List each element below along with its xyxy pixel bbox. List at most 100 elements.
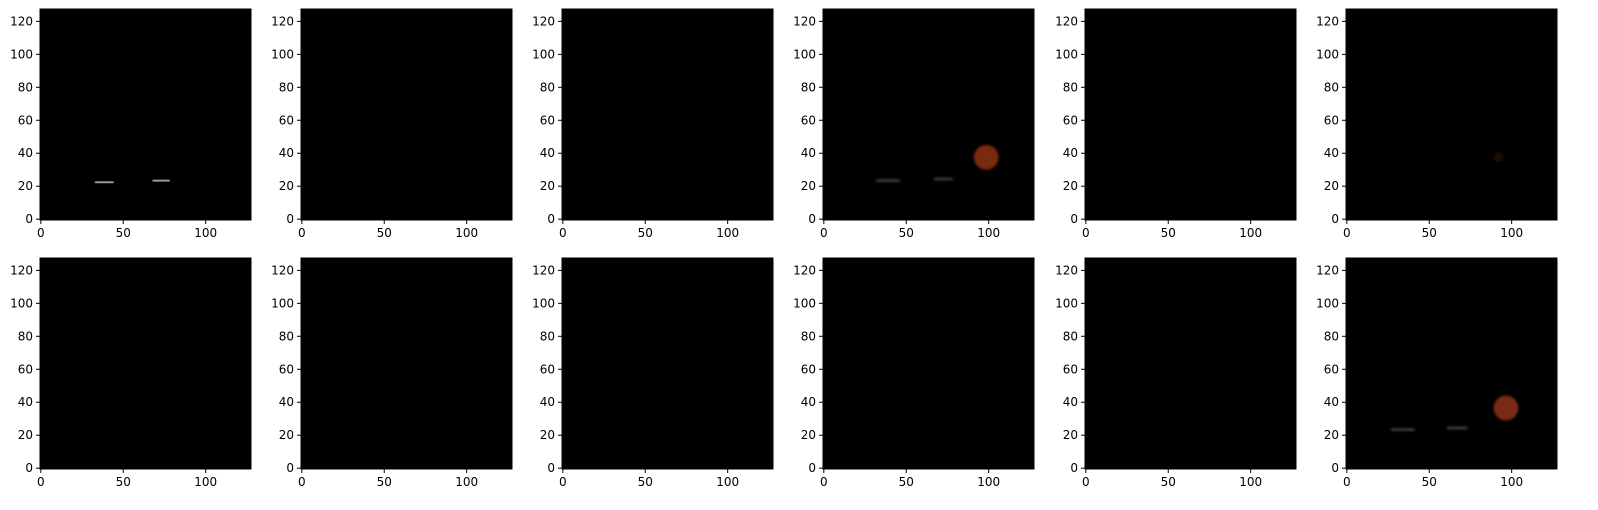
x-tick-label: 50	[1422, 475, 1437, 489]
x-tick-label: 0	[1343, 226, 1351, 240]
object-cylinder-rim	[152, 179, 171, 182]
y-tick-label: 40	[540, 395, 555, 409]
panel-objects	[1390, 395, 1519, 431]
x-tick-label: 50	[899, 475, 914, 489]
x-tick-label: 50	[638, 475, 653, 489]
panel-frame	[300, 257, 513, 470]
x-tick-label: 100	[455, 475, 478, 489]
y-tick-label: 40	[1324, 395, 1339, 409]
y-tick-label: 100	[10, 296, 33, 310]
panel-frame	[1084, 8, 1297, 221]
y-tick-label: 120	[1055, 263, 1078, 277]
y-tick-label: 100	[793, 47, 816, 61]
y-tick-label: 100	[1055, 296, 1078, 310]
x-tick-label: 100	[716, 475, 739, 489]
panel-image-background	[1085, 9, 1296, 220]
x-tick-label: 0	[1082, 475, 1090, 489]
x-tick-label: 0	[820, 226, 828, 240]
x-tick-label: 50	[377, 475, 392, 489]
x-tick-label: 0	[559, 475, 567, 489]
y-tick-label: 20	[1324, 428, 1339, 442]
object-blob	[1493, 152, 1504, 163]
y-tick-label: 80	[801, 80, 816, 94]
x-tick-label: 100	[977, 226, 1000, 240]
y-tick-label: 0	[25, 212, 33, 226]
panel-image-background	[40, 9, 251, 220]
panel-image-background	[562, 258, 773, 469]
panel-image-background	[301, 9, 512, 220]
y-tick-label: 60	[540, 362, 555, 376]
x-tick-label: 100	[1500, 475, 1523, 489]
panel-frame	[39, 8, 252, 221]
object-cylinder-rim	[94, 181, 115, 184]
y-tick-label: 100	[10, 47, 33, 61]
panel-objects	[875, 144, 999, 182]
y-tick-label: 100	[271, 47, 294, 61]
y-tick-label: 120	[10, 263, 33, 277]
x-tick-label: 0	[1343, 475, 1351, 489]
y-tick-label: 0	[547, 461, 555, 475]
panel-r0-c4: 0 50 100 0 20 40 60 80 100 120	[1055, 8, 1297, 240]
y-tick-label: 80	[1324, 80, 1339, 94]
y-tick-label: 60	[801, 113, 816, 127]
y-tick-label: 80	[18, 80, 33, 94]
x-tick-label: 100	[1500, 226, 1523, 240]
y-tick-label: 80	[279, 80, 294, 94]
y-tick-label: 0	[25, 461, 33, 475]
panel-r0-c2: 0 50 100 0 20 40 60 80 100 120	[532, 8, 774, 240]
y-tick-label: 60	[279, 362, 294, 376]
y-tick-label: 80	[540, 80, 555, 94]
x-tick-label: 50	[1422, 226, 1437, 240]
x-tick-label: 50	[116, 475, 131, 489]
y-tick-label: 40	[1063, 395, 1078, 409]
y-tick-label: 60	[18, 113, 33, 127]
y-tick-label: 20	[18, 428, 33, 442]
x-tick-label: 0	[37, 475, 45, 489]
panel-frame	[1345, 8, 1558, 221]
panel-image-background	[301, 258, 512, 469]
y-tick-label: 80	[540, 329, 555, 343]
y-tick-label: 120	[271, 263, 294, 277]
y-tick-label: 120	[532, 263, 555, 277]
y-tick-label: 120	[793, 14, 816, 28]
x-tick-label: 50	[377, 226, 392, 240]
y-tick-label: 100	[793, 296, 816, 310]
y-tick-label: 80	[1324, 329, 1339, 343]
panel-frame	[1084, 257, 1297, 470]
x-tick-label: 0	[298, 226, 306, 240]
panel-image-background	[40, 258, 251, 469]
y-tick-label: 0	[1070, 461, 1078, 475]
y-tick-label: 40	[279, 395, 294, 409]
panel-r0-c3: 0 50 100 0 20 40 60 80 100 120	[793, 8, 1035, 240]
y-tick-label: 60	[1324, 113, 1339, 127]
x-tick-label: 50	[638, 226, 653, 240]
y-tick-label: 120	[793, 263, 816, 277]
y-tick-label: 100	[532, 47, 555, 61]
y-tick-label: 60	[1063, 113, 1078, 127]
y-tick-label: 20	[1063, 179, 1078, 193]
y-tick-label: 80	[801, 329, 816, 343]
y-tick-label: 40	[279, 146, 294, 160]
x-tick-label: 0	[820, 475, 828, 489]
panel-r1-c3: 0 50 100 0 20 40 60 80 100 120	[793, 257, 1035, 489]
panel-r1-c1: 0 50 100 0 20 40 60 80 100 120	[271, 257, 513, 489]
panel-frame	[1345, 257, 1558, 470]
y-tick-label: 80	[279, 329, 294, 343]
x-tick-label: 0	[1082, 226, 1090, 240]
panel-r1-c4: 0 50 100 0 20 40 60 80 100 120	[1055, 257, 1297, 489]
y-tick-label: 60	[801, 362, 816, 376]
y-tick-label: 40	[18, 146, 33, 160]
y-tick-label: 20	[1063, 428, 1078, 442]
y-tick-label: 80	[1063, 329, 1078, 343]
panel-frame	[39, 257, 252, 470]
y-tick-label: 0	[1070, 212, 1078, 226]
panel-r0-c0: 0 50 100 0 20 40 60 80 100 120	[10, 8, 252, 240]
y-tick-label: 0	[286, 212, 294, 226]
panel-frame	[561, 257, 774, 470]
y-tick-label: 20	[279, 179, 294, 193]
x-tick-label: 100	[1239, 475, 1262, 489]
panel-frame	[300, 8, 513, 221]
x-tick-label: 0	[298, 475, 306, 489]
panel-r0-c5: 0 50 100 0 20 40 60 80 100 120	[1316, 8, 1558, 240]
